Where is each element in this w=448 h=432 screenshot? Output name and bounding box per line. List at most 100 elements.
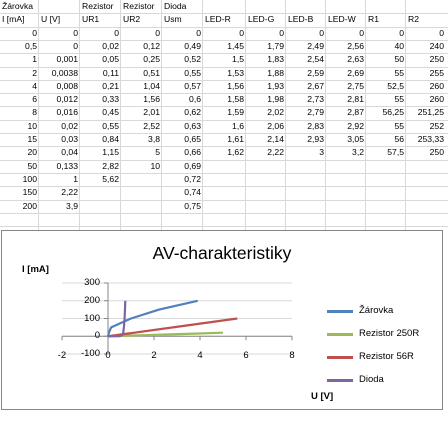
sheet-cell[interactable]: 10 [150,161,160,171]
sheet-cell[interactable]: 0,001 [56,54,78,64]
sheet-cell[interactable]: 3,05 [347,134,364,144]
sheet-cell[interactable]: 3 [319,147,324,157]
sheet-cell[interactable]: 0,33 [102,94,119,104]
sheet-cell[interactable]: 0,75 [184,201,201,211]
sheet-cell[interactable]: 0,72 [184,174,201,184]
sheet-cell[interactable]: U [V] [41,14,61,24]
sheet-cell[interactable]: R1 [368,14,379,24]
sheet-cell[interactable]: 2,49 [307,41,324,51]
sheet-cell[interactable]: 0 [114,28,119,38]
sheet-cell[interactable]: 2,92 [347,121,364,131]
sheet-cell[interactable]: 1 [73,174,78,184]
sheet-cell[interactable]: 1,58 [227,94,244,104]
sheet-cell[interactable]: I [mA] [2,14,25,24]
sheet-cell[interactable]: 52,5 [387,81,404,91]
sheet-cell[interactable]: 252 [429,121,444,131]
sheet-cell[interactable]: 15 [27,134,37,144]
sheet-cell[interactable]: 2,69 [347,68,364,78]
sheet-cell[interactable]: Rezistor [123,1,155,11]
sheet-cell[interactable]: 0,03 [61,134,78,144]
sheet-cell[interactable]: 0 [399,28,404,38]
sheet-cell[interactable]: 2,06 [267,121,284,131]
sheet-cell[interactable]: 1,53 [227,68,244,78]
sheet-cell[interactable]: 2,02 [267,107,284,117]
sheet-cell[interactable]: LED-B [288,14,314,24]
sheet-cell[interactable]: 255 [429,68,444,78]
sheet-cell[interactable]: R2 [408,14,419,24]
sheet-cell[interactable]: 0 [279,28,284,38]
sheet-cell[interactable]: 0 [32,28,37,38]
sheet-cell[interactable]: 0 [319,28,324,38]
sheet-cell[interactable]: 0,57 [184,81,201,91]
sheet-cell[interactable]: 0,21 [102,81,119,91]
sheet-cell[interactable]: 0 [73,41,78,51]
sheet-cell[interactable]: Usm [164,14,182,24]
sheet-cell[interactable]: 1,56 [143,94,160,104]
sheet-cell[interactable]: 5,62 [102,174,119,184]
sheet-cell[interactable]: 2,63 [347,54,364,64]
sheet-cell[interactable]: LED-R [205,14,231,24]
sheet-cell[interactable]: Žárovka [2,1,34,11]
sheet-cell[interactable]: 1,79 [267,41,284,51]
sheet-cell[interactable]: 50 [27,161,37,171]
sheet-cell[interactable]: 0 [155,28,160,38]
sheet-cell[interactable]: 0,012 [56,94,78,104]
sheet-cell[interactable]: 0,0038 [51,68,78,78]
sheet-cell[interactable]: 2,59 [307,68,324,78]
sheet-cell[interactable]: UR1 [82,14,100,24]
sheet-cell[interactable]: 0,49 [184,41,201,51]
sheet-cell[interactable]: 200 [22,201,37,211]
sheet-cell[interactable]: 2,01 [143,107,160,117]
sheet-cell[interactable]: 0 [239,28,244,38]
sheet-cell[interactable]: 0,02 [102,41,119,51]
sheet-cell[interactable]: 2,67 [307,81,324,91]
sheet-cell[interactable]: 1,04 [143,81,160,91]
sheet-cell[interactable]: 0,52 [184,54,201,64]
sheet-cell[interactable]: 1,6 [232,121,244,131]
sheet-cell[interactable]: Dioda [164,1,187,11]
sheet-cell[interactable]: 1,62 [227,147,244,157]
sheet-cell[interactable]: 0,05 [102,54,119,64]
sheet-cell[interactable]: 1,98 [267,94,284,104]
sheet-cell[interactable]: 5 [155,147,160,157]
sheet-cell[interactable]: 0,6 [189,94,201,104]
sheet-cell[interactable]: 2 [32,68,37,78]
sheet-cell[interactable]: 1,56 [227,81,244,91]
sheet-cell[interactable]: 0,133 [56,161,78,171]
sheet-cell[interactable]: 4 [32,81,37,91]
sheet-cell[interactable]: 260 [429,94,444,104]
sheet-cell[interactable]: 0,12 [143,41,160,51]
sheet-cell[interactable]: 2,82 [102,161,119,171]
sheet-cell[interactable]: Rezistor [82,1,114,11]
sheet-cell[interactable]: 260 [429,81,444,91]
sheet-cell[interactable]: 0,5 [25,41,37,51]
sheet-cell[interactable]: UR2 [123,14,141,24]
sheet-cell[interactable]: 0 [73,28,78,38]
sheet-cell[interactable]: 55 [394,94,404,104]
sheet-cell[interactable]: 251,25 [417,107,444,117]
sheet-cell[interactable]: 1,83 [267,54,284,64]
sheet-cell[interactable]: 0,016 [56,107,78,117]
sheet-cell[interactable]: 2,87 [347,107,364,117]
sheet-cell[interactable]: 55 [394,121,404,131]
sheet-cell[interactable]: 250 [429,54,444,64]
sheet-cell[interactable]: 0 [439,28,444,38]
sheet-cell[interactable]: 0,74 [184,187,201,197]
sheet-cell[interactable]: 2,56 [347,41,364,51]
sheet-cell[interactable]: 56,25 [382,107,404,117]
sheet-cell[interactable]: 150 [22,187,37,197]
sheet-cell[interactable]: 1 [32,54,37,64]
sheet-cell[interactable]: 0,55 [102,121,119,131]
sheet-cell[interactable]: 2,75 [347,81,364,91]
sheet-cell[interactable]: 1,5 [232,54,244,64]
chart-area[interactable]: AV-charakteristiky I [mA] U [V] -100 0 100… [1,230,443,410]
sheet-cell[interactable]: 3,8 [148,134,160,144]
sheet-cell[interactable]: 0,008 [56,81,78,91]
sheet-cell[interactable]: 55 [394,68,404,78]
sheet-cell[interactable]: 0,51 [143,68,160,78]
sheet-cell[interactable]: 3,2 [352,147,364,157]
sheet-cell[interactable]: 0,69 [184,161,201,171]
sheet-cell[interactable]: 0,63 [184,121,201,131]
sheet-cell[interactable]: 2,22 [267,147,284,157]
sheet-cell[interactable]: 2,79 [307,107,324,117]
